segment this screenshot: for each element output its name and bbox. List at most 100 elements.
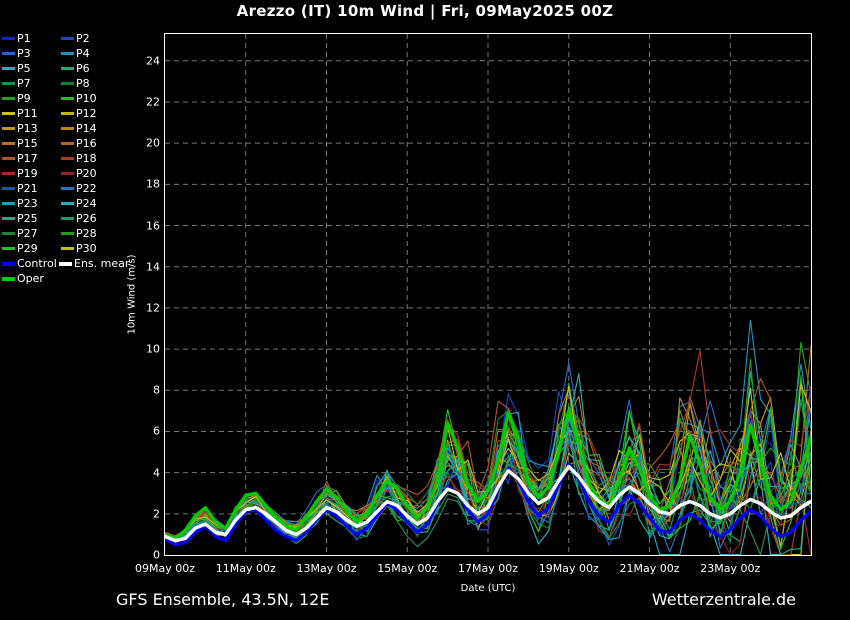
legend-color-swatch bbox=[61, 202, 74, 205]
legend-color-swatch bbox=[2, 157, 15, 160]
legend-row: P5 P6 bbox=[2, 61, 130, 76]
legend-item-label: P18 bbox=[76, 153, 97, 164]
legend-item-label: P13 bbox=[17, 123, 38, 134]
legend-item-p15[interactable]: P15 bbox=[2, 138, 61, 149]
legend-color-swatch bbox=[2, 67, 15, 70]
x-axis-ticks: 09May 00z 11May 00z 13May 00z 15May 00z 17Ma… bbox=[135, 562, 812, 578]
legend-item-p3[interactable]: P3 bbox=[2, 48, 61, 59]
legend-color-swatch bbox=[2, 217, 15, 220]
legend-item-label: Ens. mean bbox=[74, 258, 129, 269]
legend-item-p20[interactable]: P20 bbox=[61, 168, 120, 179]
x-tick-label: 19May 00z bbox=[538, 562, 599, 575]
legend-item-label: P20 bbox=[76, 168, 97, 179]
legend-item-label: P5 bbox=[17, 63, 31, 74]
legend-item-p7[interactable]: P7 bbox=[2, 78, 61, 89]
legend-item-p23[interactable]: P23 bbox=[2, 198, 61, 209]
legend-item-p29[interactable]: P29 bbox=[2, 243, 61, 254]
legend-item-p24[interactable]: P24 bbox=[61, 198, 120, 209]
legend-color-swatch bbox=[2, 172, 15, 175]
legend-item-p26[interactable]: P26 bbox=[61, 213, 120, 224]
legend-item-ens-mean[interactable]: Ens. mean bbox=[59, 258, 129, 269]
legend-item-label: P23 bbox=[17, 198, 38, 209]
legend-item-p13[interactable]: P13 bbox=[2, 123, 61, 134]
legend-color-swatch bbox=[61, 217, 74, 220]
legend-color-swatch bbox=[61, 127, 74, 130]
legend-item-label: P15 bbox=[17, 138, 38, 149]
legend-row: P3 P4 bbox=[2, 46, 130, 61]
legend-color-swatch bbox=[2, 232, 15, 235]
legend-item-label: P8 bbox=[76, 78, 90, 89]
legend-item-label: P3 bbox=[17, 48, 31, 59]
legend-color-swatch bbox=[2, 112, 15, 115]
legend-item-label: P14 bbox=[76, 123, 97, 134]
legend-item-p4[interactable]: P4 bbox=[61, 48, 120, 59]
legend-item-label: P19 bbox=[17, 168, 38, 179]
legend-item-label: P21 bbox=[17, 183, 38, 194]
footer-source[interactable]: Wetterzentrale.de bbox=[651, 590, 796, 609]
legend-item-p17[interactable]: P17 bbox=[2, 153, 61, 164]
legend-item-label: P7 bbox=[17, 78, 31, 89]
x-tick-label: 21May 00z bbox=[619, 562, 680, 575]
legend-item-p1[interactable]: P1 bbox=[2, 33, 61, 44]
legend-item-p28[interactable]: P28 bbox=[61, 228, 120, 239]
legend-color-swatch bbox=[2, 82, 15, 85]
legend-row: P19 P20 bbox=[2, 166, 130, 181]
y-tick-label: 6 bbox=[153, 424, 160, 438]
legend-item-p18[interactable]: P18 bbox=[61, 153, 120, 164]
legend-item-label: P26 bbox=[76, 213, 97, 224]
x-tick-label: 17May 00z bbox=[457, 562, 519, 575]
legend-color-swatch bbox=[61, 67, 74, 70]
plot-canvas bbox=[165, 34, 811, 555]
legend-color-swatch bbox=[2, 52, 15, 55]
y-tick-label: 8 bbox=[153, 383, 160, 397]
legend-item-p8[interactable]: P8 bbox=[61, 78, 120, 89]
y-tick-label: 10 bbox=[146, 342, 160, 356]
legend-item-p5[interactable]: P5 bbox=[2, 63, 61, 74]
legend-item-p21[interactable]: P21 bbox=[2, 183, 61, 194]
legend-item-p16[interactable]: P16 bbox=[61, 138, 120, 149]
series-oper bbox=[165, 409, 811, 541]
legend-color-swatch bbox=[61, 97, 74, 100]
y-tick-label: 12 bbox=[146, 301, 160, 315]
y-axis-ticks: 0 2 4 6 8 10 12 14 16 18 20 22 24 bbox=[130, 33, 160, 561]
legend-row: Control Ens. mean bbox=[2, 256, 130, 271]
legend-item-control[interactable]: Control bbox=[2, 258, 59, 269]
legend-item-label: P29 bbox=[17, 243, 38, 254]
ensemble-members bbox=[165, 319, 811, 555]
legend-item-oper[interactable]: Oper bbox=[2, 273, 72, 284]
legend-color-swatch bbox=[61, 157, 74, 160]
y-tick-label: 20 bbox=[146, 136, 160, 150]
legend-item-p12[interactable]: P12 bbox=[61, 108, 120, 119]
legend-item-p14[interactable]: P14 bbox=[61, 123, 120, 134]
legend-color-swatch bbox=[2, 261, 15, 266]
x-tick-label: 13May 00z bbox=[296, 562, 357, 575]
y-tick-label: 4 bbox=[153, 466, 160, 480]
legend-item-label: P17 bbox=[17, 153, 38, 164]
legend-item-p22[interactable]: P22 bbox=[61, 183, 120, 194]
series-control bbox=[165, 462, 811, 547]
legend-item-label: P6 bbox=[76, 63, 90, 74]
legend-item-p2[interactable]: P2 bbox=[61, 33, 120, 44]
legend-color-swatch bbox=[61, 232, 74, 235]
legend-item-label: P27 bbox=[17, 228, 38, 239]
legend-item-p10[interactable]: P10 bbox=[61, 93, 120, 104]
legend-color-swatch bbox=[61, 82, 74, 85]
legend-item-p11[interactable]: P11 bbox=[2, 108, 61, 119]
legend-color-swatch bbox=[2, 142, 15, 145]
legend-item-label: P2 bbox=[76, 33, 90, 44]
legend-item-p19[interactable]: P19 bbox=[2, 168, 61, 179]
legend-color-swatch bbox=[2, 187, 15, 190]
y-tick-label: 14 bbox=[146, 260, 160, 274]
legend-row: P9 P10 bbox=[2, 91, 130, 106]
legend-item-label: P16 bbox=[76, 138, 97, 149]
legend-item-p27[interactable]: P27 bbox=[2, 228, 61, 239]
legend-item-p9[interactable]: P9 bbox=[2, 93, 61, 104]
legend-item-p25[interactable]: P25 bbox=[2, 213, 61, 224]
legend-item-label: Oper bbox=[17, 273, 44, 284]
legend-color-swatch bbox=[2, 247, 15, 250]
legend-color-swatch bbox=[61, 37, 74, 40]
legend-color-swatch bbox=[2, 37, 15, 40]
page-title: Arezzo (IT) 10m Wind | Fri, 09May2025 00… bbox=[236, 2, 614, 20]
legend-item-p30[interactable]: P30 bbox=[61, 243, 120, 254]
legend-item-p6[interactable]: P6 bbox=[61, 63, 120, 74]
